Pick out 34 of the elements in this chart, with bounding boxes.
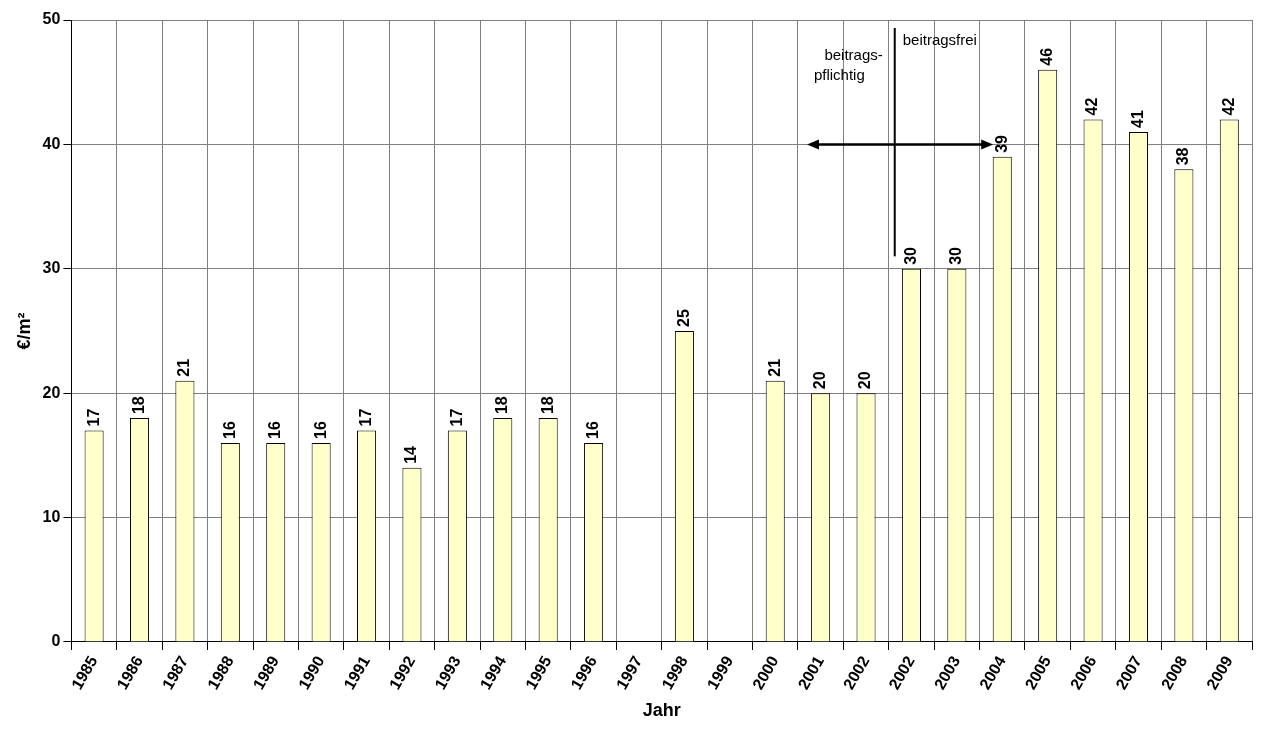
data-label: 16 xyxy=(583,421,601,439)
annotation: beitrags- pflichtig xyxy=(813,45,883,83)
data-label: 18 xyxy=(129,396,147,415)
data-label: 41 xyxy=(1128,110,1146,128)
data-label: 30 xyxy=(901,246,919,265)
y-tick-label: 50 xyxy=(42,10,61,28)
data-label: 18 xyxy=(538,396,556,415)
data-label: 18 xyxy=(493,396,511,415)
y-tick-label: 10 xyxy=(42,507,61,525)
data-label: 39 xyxy=(992,134,1010,153)
data-label: 21 xyxy=(765,358,783,377)
y-tick-label: 0 xyxy=(51,632,61,650)
data-label: 17 xyxy=(356,408,374,427)
data-label: 20 xyxy=(856,371,874,390)
data-label: 30 xyxy=(947,246,965,265)
data-label: 14 xyxy=(402,445,420,464)
y-tick-label: 20 xyxy=(42,383,61,401)
data-label: 16 xyxy=(311,421,329,439)
data-label: 42 xyxy=(1219,97,1237,116)
data-label: 16 xyxy=(266,421,284,439)
data-label: 46 xyxy=(1038,47,1056,66)
data-label: 17 xyxy=(447,408,465,427)
data-label: 42 xyxy=(1083,97,1101,116)
annotation: beitragsfrei xyxy=(902,30,977,48)
data-label: 17 xyxy=(84,408,102,427)
data-label: 16 xyxy=(220,421,238,439)
data-label: 21 xyxy=(175,358,193,377)
y-tick-label: 40 xyxy=(42,134,61,152)
x-axis-title: Jahr xyxy=(642,700,681,721)
y-tick-label: 30 xyxy=(42,259,61,277)
y-axis-title: €/m² xyxy=(13,312,34,350)
data-label: 25 xyxy=(674,309,692,327)
data-label: 20 xyxy=(811,371,829,390)
data-label: 38 xyxy=(1174,147,1192,166)
